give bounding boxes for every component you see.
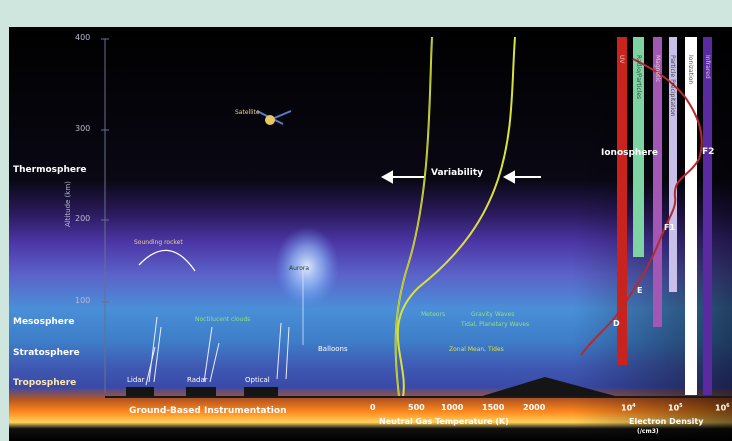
region-d: D bbox=[613, 319, 620, 328]
layer-thermosphere: Thermosphere bbox=[13, 165, 87, 175]
sky-fade bbox=[9, 27, 732, 441]
optical-label: Optical bbox=[245, 376, 270, 384]
rocket-trajectory bbox=[138, 249, 196, 272]
density-axis-label: Electron Density bbox=[629, 417, 704, 426]
region-f2: F2 bbox=[702, 147, 715, 157]
ionosphere-bar-label-5: Ionization bbox=[687, 55, 694, 85]
temp-axis-label: Neutral Gas Temperature (K) bbox=[379, 417, 509, 426]
ionosphere-bar-label-4: Particle Precipitation bbox=[669, 55, 676, 117]
temp-note-gravity: Gravity Waves bbox=[471, 311, 515, 318]
altitude-tick-200: 200 bbox=[75, 214, 91, 223]
ionosphere-bar-6 bbox=[703, 37, 712, 395]
temp-tick-500: 500 bbox=[408, 403, 425, 412]
satellite-label: Satellite bbox=[235, 109, 260, 116]
temp-tick-1500: 1500 bbox=[482, 403, 505, 412]
density-axis-unit: (/cm3) bbox=[637, 428, 659, 435]
ionosphere-bar-3 bbox=[653, 37, 662, 327]
atmosphere-diagram bbox=[9, 27, 732, 441]
ionosphere-bar-2 bbox=[633, 37, 644, 257]
layer-troposphere: Troposphere bbox=[13, 378, 77, 388]
temp-tick-2000: 2000 bbox=[523, 403, 546, 412]
aurora-glow bbox=[275, 227, 339, 307]
density-exp-1: 4 bbox=[632, 403, 636, 409]
density-exp-3: 6 bbox=[726, 403, 730, 409]
ionosphere-bar-label-1: UV bbox=[618, 55, 625, 64]
temperature-curves bbox=[394, 36, 516, 398]
instrument-beams bbox=[145, 316, 290, 386]
temp-note-zonal: Zonal Mean, Tides bbox=[449, 346, 504, 353]
electron-density-curve bbox=[580, 58, 703, 356]
ionosphere-bar-4 bbox=[669, 37, 677, 292]
variability-arrows bbox=[380, 170, 541, 184]
altitude-axis-label: Altitude (km) bbox=[64, 181, 72, 227]
satellite-icon bbox=[256, 110, 292, 125]
density-exp-2: 5 bbox=[679, 403, 683, 409]
ionosphere-bar-1 bbox=[617, 37, 627, 365]
temp-tick-0: 0 bbox=[370, 403, 376, 412]
temp-tick-1000: 1000 bbox=[441, 403, 464, 412]
region-e: E bbox=[637, 286, 643, 295]
altitude-tick-300: 300 bbox=[75, 124, 91, 133]
ionosphere-bar-label-2: Radio/Particles bbox=[634, 55, 642, 100]
density-tick-2: 105 bbox=[668, 403, 683, 413]
density-tick-3: 106 bbox=[715, 403, 730, 413]
radar-label: Radar bbox=[187, 376, 208, 384]
noctilucent-label: Noctilucent clouds bbox=[195, 316, 251, 323]
variability-label: Variability bbox=[431, 168, 484, 178]
altitude-axis bbox=[101, 38, 109, 393]
region-f1: F1 bbox=[664, 223, 676, 232]
ionosphere-bar-label-3: Magnetic bbox=[653, 55, 661, 83]
ground-silhouettes bbox=[126, 377, 619, 397]
layer-stratosphere: Stratosphere bbox=[13, 348, 80, 358]
ionosphere-bars bbox=[617, 37, 712, 395]
altitude-tick-100: 100 bbox=[75, 296, 91, 305]
ionosphere-bar-5 bbox=[685, 37, 697, 395]
atmosphere-panel: 400 300 200 100 Altitude (km) Thermosphe… bbox=[9, 27, 732, 441]
ionosphere-bar-label-6: Infrared bbox=[703, 55, 711, 79]
aurora-label: Aurora bbox=[289, 265, 310, 272]
lidar-label: Lidar bbox=[127, 376, 145, 384]
layer-mesosphere: Mesosphere bbox=[13, 317, 75, 327]
temp-note-tidal: Tidal, Planetary Waves bbox=[461, 321, 530, 328]
density-tick-1: 104 bbox=[621, 403, 636, 413]
meteors-label: Meteors bbox=[421, 311, 446, 318]
ground-based-label: Ground-Based Instrumentation bbox=[129, 406, 287, 416]
balloons-label: Balloons bbox=[318, 345, 348, 353]
sounding-rocket-label: Sounding rocket bbox=[134, 239, 183, 246]
ionosphere-label: Ionosphere bbox=[601, 148, 658, 158]
altitude-tick-400: 400 bbox=[75, 33, 91, 42]
